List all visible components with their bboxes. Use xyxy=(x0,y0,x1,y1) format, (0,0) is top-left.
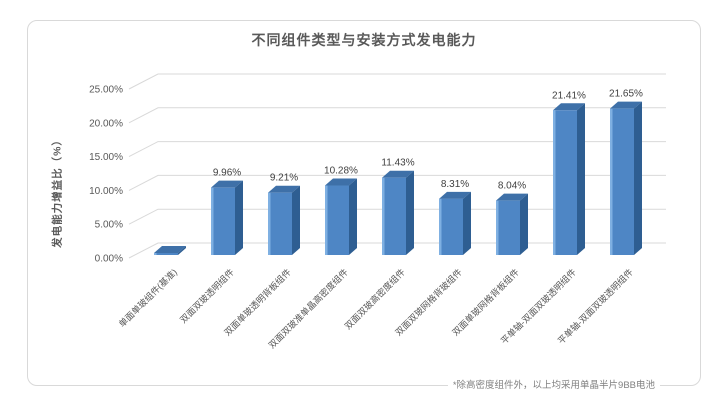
bar-front-highlight xyxy=(325,185,328,255)
bar-value-label: 8.04% xyxy=(498,181,526,192)
bar-side-face xyxy=(634,101,642,256)
y-tick-label: 25.00% xyxy=(89,85,123,96)
bar-side-face xyxy=(520,193,528,255)
y-tick-label: 0.00% xyxy=(95,254,123,265)
bar-front-highlight xyxy=(211,187,214,255)
chart-footnote: *除高密度组件外，以上均采用单晶半片9BB电池 xyxy=(447,379,660,393)
bar-top-face xyxy=(211,180,243,188)
gridline xyxy=(128,107,666,124)
bar-side-face xyxy=(235,180,243,255)
bar-side-face xyxy=(292,185,300,255)
plot-area: 0.00% 5.00% 10.00% 15.00% 20.00% 25.00% 9.96% 9… xyxy=(28,21,700,385)
bar-top-face xyxy=(496,193,528,201)
gridline xyxy=(128,174,666,191)
chart-title: 不同组件类型与安装方式发电能力 xyxy=(251,32,477,48)
bar-value-label: 8.31% xyxy=(441,179,469,190)
bar-front-face xyxy=(325,185,349,255)
bar-value-label: 9.96% xyxy=(213,168,241,179)
bar-top-face xyxy=(154,246,186,253)
bar-front-face xyxy=(268,192,292,255)
y-tick-label: 15.00% xyxy=(89,152,123,163)
plot-svg: 0.00% 5.00% 10.00% 15.00% 20.00% 25.00% 9.96% 9… xyxy=(89,73,666,265)
bar-front-face xyxy=(610,108,634,256)
bar-value-label: 11.43% xyxy=(381,158,414,169)
chart-panel: 不同组件类型与安装方式发电能力 发电能力增益比（%） 0.00% 5.00% 10.… xyxy=(27,20,701,393)
bar-value-label: 21.41% xyxy=(552,90,586,101)
bar-side-face xyxy=(463,191,471,255)
bar-top-face xyxy=(382,170,414,178)
bar-front-highlight xyxy=(610,108,613,256)
bar-top-face xyxy=(325,178,357,186)
bar-front-face xyxy=(154,253,178,255)
bar-front-highlight xyxy=(553,110,556,255)
bar-side-face xyxy=(406,170,414,255)
bar-front-highlight xyxy=(268,192,271,255)
gridline xyxy=(128,141,666,158)
y-tick-label: 10.00% xyxy=(89,186,123,197)
y-tick-label: 20.00% xyxy=(89,118,123,129)
y-tick-label: 5.00% xyxy=(95,220,123,231)
bar-front-face xyxy=(211,187,235,255)
bar-front-highlight xyxy=(439,198,442,255)
bar-front-face xyxy=(496,200,520,255)
bar-value-label: 10.28% xyxy=(324,166,358,177)
bar-front-face xyxy=(439,198,463,255)
gridline xyxy=(128,73,666,90)
bar-front-highlight xyxy=(154,253,157,255)
bar-top-face xyxy=(610,101,642,109)
bar-front-face xyxy=(382,177,406,255)
bar-value-label: 9.21% xyxy=(270,173,298,184)
bar-side-face xyxy=(178,246,186,255)
bar-top-face xyxy=(553,103,585,111)
bar-front-face xyxy=(553,110,577,255)
bar-value-label: 21.65% xyxy=(609,89,643,100)
bar-side-face xyxy=(349,178,357,255)
bar-front-highlight xyxy=(496,200,499,255)
bar-top-face xyxy=(439,191,471,199)
bar-top-face xyxy=(268,185,300,193)
bar-front-highlight xyxy=(382,177,385,255)
bar-side-face xyxy=(577,103,585,255)
